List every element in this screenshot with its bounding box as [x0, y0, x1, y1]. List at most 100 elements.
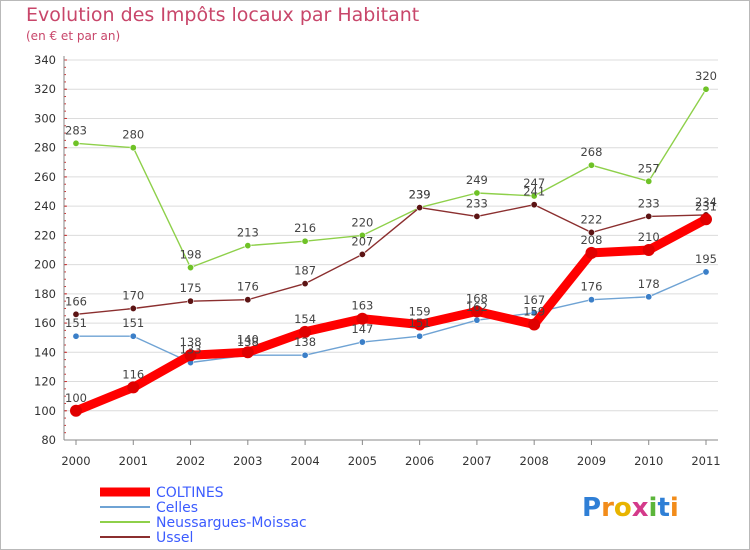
- y-tick-label: 140: [34, 345, 56, 359]
- data-point: [127, 381, 140, 394]
- data-label: 175: [180, 281, 202, 295]
- x-tick-label: 2010: [634, 454, 663, 468]
- data-label: 140: [237, 332, 259, 346]
- data-label: 220: [351, 215, 373, 229]
- data-label: 170: [122, 288, 144, 302]
- data-label: 320: [695, 69, 717, 83]
- legend-label: Neussargues-Moissac: [156, 515, 307, 531]
- x-tick-label: 2005: [348, 454, 377, 468]
- logo-letter: x: [632, 493, 649, 523]
- data-label: 187: [294, 264, 316, 278]
- data-label: 257: [638, 161, 660, 175]
- data-point: [129, 304, 137, 312]
- x-tick-label: 2001: [119, 454, 148, 468]
- data-point: [72, 139, 80, 147]
- x-tick-label: 2008: [520, 454, 549, 468]
- data-point: [129, 332, 137, 340]
- data-point: [72, 310, 80, 318]
- data-label: 234: [695, 195, 717, 209]
- data-label: 208: [580, 233, 602, 247]
- legend-label: COLTINES: [156, 485, 224, 501]
- data-label: 241: [523, 185, 545, 199]
- series-line-coltines: [71, 214, 711, 416]
- data-point: [301, 351, 309, 359]
- data-point: [587, 228, 595, 236]
- data-point: [585, 246, 598, 259]
- data-label: 280: [122, 128, 144, 142]
- data-point: [129, 144, 137, 152]
- y-tick-label: 320: [34, 82, 56, 96]
- data-label: 159: [409, 305, 431, 319]
- logo-letter: r: [601, 493, 614, 523]
- data-label: 231: [695, 199, 717, 213]
- data-label: 100: [65, 391, 87, 405]
- data-label: 147: [351, 322, 373, 336]
- data-label: 233: [466, 196, 488, 210]
- series-line-ussel: [75, 203, 707, 315]
- data-label: 154: [294, 312, 316, 326]
- data-point: [473, 212, 481, 220]
- y-tick-label: 220: [34, 228, 56, 242]
- data-label: 167: [523, 293, 545, 307]
- x-tick-label: 2003: [233, 454, 262, 468]
- logo-letter: i: [670, 493, 679, 523]
- data-label: 239: [409, 188, 431, 202]
- y-tick-label: 160: [34, 316, 56, 330]
- x-tick-label: 2009: [577, 454, 606, 468]
- x-tick-label: 2011: [691, 454, 720, 468]
- data-point: [299, 325, 312, 338]
- data-point: [587, 161, 595, 169]
- data-point: [241, 346, 254, 359]
- data-label: 133: [180, 343, 202, 357]
- data-point: [645, 177, 653, 185]
- data-label: 166: [65, 294, 87, 308]
- data-point: [187, 297, 195, 305]
- data-point: [413, 318, 426, 331]
- data-label: 213: [237, 226, 259, 240]
- y-tick-label: 180: [34, 287, 56, 301]
- data-label: 138: [237, 335, 259, 349]
- data-point: [416, 332, 424, 340]
- y-tick-label: 100: [34, 404, 56, 418]
- logo-letter: i: [649, 493, 658, 523]
- x-tick-label: 2000: [61, 454, 90, 468]
- data-label: 222: [580, 212, 602, 226]
- data-label: 138: [294, 335, 316, 349]
- data-label: 176: [580, 280, 602, 294]
- data-point: [587, 296, 595, 304]
- data-point: [530, 201, 538, 209]
- data-label: 159: [523, 305, 545, 319]
- logo-letter: P: [582, 493, 601, 523]
- data-label: 207: [351, 234, 373, 248]
- logo-text: Proxiti: [582, 493, 679, 523]
- data-label: 247: [523, 176, 545, 190]
- y-tick-label: 200: [34, 258, 56, 272]
- data-point: [645, 212, 653, 220]
- data-label: 268: [580, 145, 602, 159]
- data-label: 151: [122, 316, 144, 330]
- data-point: [702, 85, 710, 93]
- y-tick-label: 240: [34, 199, 56, 213]
- data-label: 162: [466, 300, 488, 314]
- data-point: [301, 280, 309, 288]
- series-line-neussargues-moissac: [75, 88, 707, 269]
- data-point: [244, 296, 252, 304]
- y-tick-label: 120: [34, 375, 56, 389]
- chart-title: Evolution des Impôts locaux par Habitant: [26, 4, 420, 26]
- data-point: [72, 332, 80, 340]
- data-point: [70, 404, 82, 417]
- x-tick-label: 2007: [462, 454, 491, 468]
- data-label: 195: [695, 252, 717, 266]
- data-label: 216: [294, 221, 316, 235]
- data-label: 233: [638, 196, 660, 210]
- data-point: [530, 192, 538, 200]
- x-tick-label: 2006: [405, 454, 434, 468]
- proxiti-logo: Proxiti: [582, 493, 679, 523]
- series-lines: [70, 85, 712, 417]
- legend-label: Ussel: [156, 530, 193, 546]
- data-point: [187, 264, 195, 272]
